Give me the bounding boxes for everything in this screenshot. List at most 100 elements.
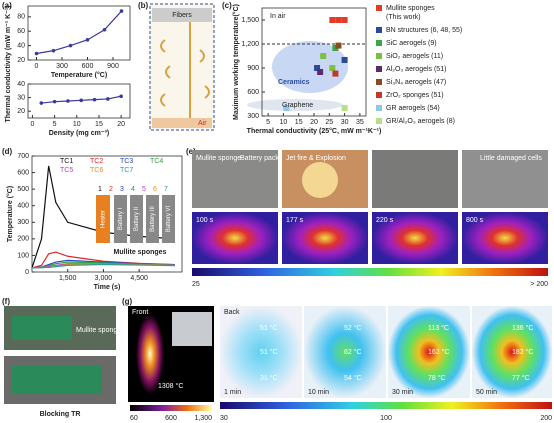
inset-label: Battery VI [166, 205, 172, 232]
panel-label: (f) [2, 297, 10, 306]
temp-label: 162 °C [428, 348, 449, 356]
point [51, 48, 56, 53]
legend-label: Al₂O₃ aerogels (51) [386, 66, 446, 73]
x-tick-label: 0 [30, 121, 34, 128]
inset-battery [114, 195, 127, 243]
point [341, 57, 348, 63]
y-tick-label: 1,500 [241, 17, 259, 24]
temp-label: 78 °C [428, 374, 446, 382]
y-tick-label: 20 [17, 108, 25, 115]
label: Air [198, 120, 207, 127]
inset-number: 5 [142, 186, 146, 193]
x-axis-label: Thermal conductivity (25°C, mW m⁻¹K⁻¹) [247, 127, 382, 135]
legend-marker [376, 5, 382, 11]
inset-battery [146, 195, 159, 243]
colorbar-label: 100 [380, 415, 392, 422]
temp-label: 52 °C [344, 324, 362, 332]
time-label: 1 min [224, 389, 241, 396]
legend-label: GR/Al₂O₃ aerogels (8) [386, 118, 455, 125]
colorbar-label: 600 [165, 415, 177, 422]
point [66, 99, 70, 103]
point [335, 42, 342, 49]
x-tick-label: 10 [280, 119, 288, 126]
time-label: 10 min [308, 389, 329, 396]
x-tick-label: 10 [73, 121, 81, 128]
y-tick-label: 0 [25, 269, 29, 276]
y-tick-label: 40 [17, 81, 25, 88]
caption: Little damaged cells [480, 155, 542, 162]
plot-frame [27, 5, 131, 61]
inset-number: 7 [164, 186, 168, 193]
temp-label: 51 °C [260, 348, 278, 356]
legend-label: Mullite sponges [386, 5, 435, 12]
x-tick-label: 0 [35, 63, 39, 70]
y-tick-label: 700 [17, 153, 29, 160]
label: Blocking TR [40, 411, 81, 418]
point [329, 17, 336, 23]
y-tick-label: 1,200 [241, 41, 259, 48]
x-axis-label: Temperature (°C) [51, 71, 107, 79]
colorbar-label: > 200 [530, 281, 548, 288]
y-tick-label: 600 [17, 169, 29, 176]
inset-battery [162, 195, 175, 243]
point [102, 27, 107, 32]
caption: Jet fire & Explosion [286, 155, 346, 162]
point [341, 17, 348, 23]
legend-marker [376, 66, 382, 72]
y-tick-label: 600 [247, 89, 259, 96]
caption: Battery pack [240, 155, 279, 162]
point [332, 70, 339, 77]
y-tick-label: 30 [17, 94, 25, 101]
legend-label: TC4 [150, 158, 163, 165]
inset-number: 6 [153, 186, 157, 193]
inset-label: Heater [101, 210, 107, 228]
x-tick-label: 20 [117, 121, 125, 128]
legend-label: TC2 [90, 158, 103, 165]
legend-label: TC3 [120, 158, 133, 165]
point [39, 101, 44, 105]
inset-number: 3 [120, 186, 124, 193]
line [36, 10, 122, 55]
x-tick-label: 35 [356, 119, 364, 126]
annotation: Graphene [282, 102, 313, 109]
colorbar-label: 60 [130, 415, 138, 422]
y-axis-label: Temperature (°C) [6, 186, 14, 242]
region [272, 41, 348, 93]
y-tick-label: 200 [17, 236, 29, 243]
caption: Mullite sponges [76, 327, 125, 334]
inset-label: Battery I [118, 207, 124, 230]
point [332, 45, 339, 51]
y-tick-label: 300 [247, 113, 259, 120]
point [341, 105, 348, 111]
y-axis-label: Thermal conductivity (mW m⁻¹ K⁻¹) [5, 5, 12, 122]
x-tick-label: 900 [107, 63, 119, 70]
label: Front [132, 309, 148, 316]
temp-label: 62 °C [344, 348, 362, 356]
time-label: 220 s [376, 217, 394, 224]
legend-marker [376, 105, 382, 111]
y-tick-label: 500 [17, 186, 29, 193]
legend-label: TC7 [120, 167, 133, 174]
inset-label: Mullite sponges [114, 249, 167, 256]
point [68, 43, 73, 48]
x-axis-label: Time (s) [94, 284, 121, 291]
legend-label: SiO₂ aerogels (11) [386, 53, 443, 60]
panel-label: (c) [222, 1, 232, 10]
temp-label: 113 °C [428, 324, 449, 332]
legend-label: TC5 [60, 167, 73, 174]
inset-battery [130, 195, 143, 243]
point [106, 97, 110, 101]
panel-label: (a) [2, 1, 12, 10]
annotation: In air [270, 13, 286, 20]
legend-marker [376, 118, 382, 124]
temp-label: 31 °C [260, 374, 278, 382]
y-tick-label: 300 [17, 219, 29, 226]
x-tick-label: 25 [325, 119, 333, 126]
x-tick-label: 30 [341, 119, 349, 126]
caption: Mullite sponge [196, 155, 241, 162]
temp-label: 136 °C [512, 324, 533, 332]
panel-label: (d) [2, 147, 13, 156]
inset-heater [96, 195, 110, 243]
x-tick-label: 15 [295, 119, 303, 126]
